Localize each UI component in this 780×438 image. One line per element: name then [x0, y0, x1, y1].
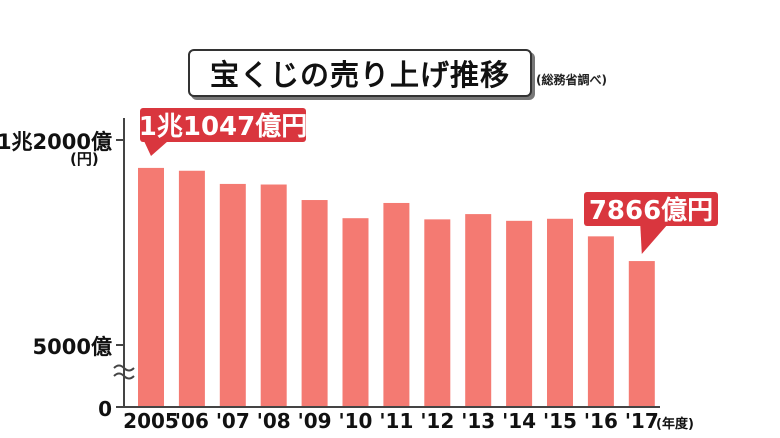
x-tick-label: 2005 — [123, 409, 179, 433]
bar — [219, 183, 246, 407]
callout: 1兆1047億円 — [139, 108, 307, 156]
x-tick-label: '16 — [584, 409, 618, 433]
bar — [424, 219, 451, 407]
callout-box — [584, 192, 718, 226]
x-tick-label: '17 — [625, 409, 659, 433]
bar — [342, 218, 369, 407]
bar — [465, 214, 492, 407]
chart-title: 宝くじの売り上げ推移 — [188, 49, 532, 97]
y-tick-label: 0 — [98, 397, 112, 421]
y-tick-label: 1兆2000億 — [0, 130, 112, 154]
x-ticks-group: 2005'06 '07 '08 '09 '10'11 '12 '13 '14 '15 '16 '17 — [123, 409, 659, 433]
bar — [138, 167, 164, 407]
x-tick-label: '08 — [257, 409, 291, 433]
x-tick-label: '14 — [502, 409, 536, 433]
x-tick-label: '10 — [339, 409, 373, 433]
x-tick-label: '13 — [461, 409, 495, 433]
bar — [506, 220, 533, 407]
x-tick-label: '09 — [298, 409, 332, 433]
bar — [178, 170, 205, 407]
x-tick-label: '11 — [379, 409, 413, 433]
bars-group — [138, 167, 655, 407]
axis-break-mark — [113, 364, 135, 380]
x-tick-label: '12 — [420, 409, 454, 433]
bar — [547, 218, 573, 407]
x-unit-label: (年度) — [656, 416, 694, 432]
y-tick-label: 5000億 — [33, 335, 112, 359]
y-ticks-group: 1兆2000億 5000億 0 — [0, 130, 124, 421]
callout-box — [140, 108, 306, 142]
callout-pointer — [640, 225, 668, 254]
callout-label: 1兆1047億円 — [139, 112, 307, 142]
callout-pointer — [144, 141, 168, 156]
y-unit-label: (円) — [70, 150, 99, 168]
axis-group — [113, 118, 660, 408]
bar — [587, 236, 614, 407]
bar — [383, 202, 410, 407]
callout-label: 7866億円 — [589, 196, 713, 226]
x-tick-label: '07 — [216, 409, 250, 433]
callout: 7866億円 — [584, 192, 718, 254]
callouts-group: 1兆1047億円 7866億円 — [139, 108, 718, 254]
bar — [301, 200, 328, 407]
bar — [260, 184, 287, 407]
x-tick-label: '15 — [543, 409, 577, 433]
bar — [628, 261, 655, 407]
source-note: (総務省調べ) — [536, 73, 607, 87]
x-tick-label: '06 — [175, 409, 209, 433]
